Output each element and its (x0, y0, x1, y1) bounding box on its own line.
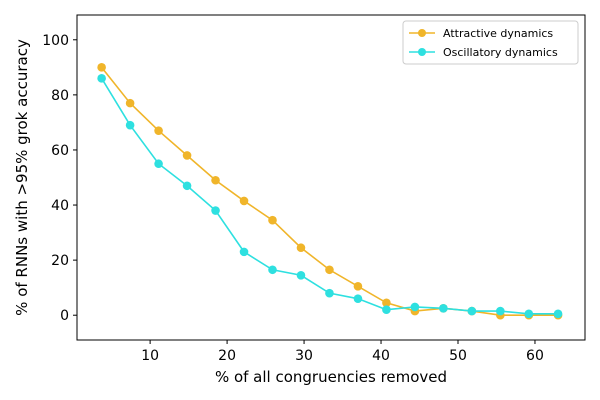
data-point (296, 243, 306, 253)
legend-label: Attractive dynamics (443, 27, 553, 40)
data-point (410, 302, 420, 312)
series-oscillatory (97, 74, 563, 319)
x-tick-label: 30 (295, 348, 313, 364)
data-point (97, 63, 106, 72)
data-point (239, 247, 249, 257)
legend-label: Oscillatory dynamics (443, 46, 558, 59)
x-tick-label: 60 (526, 348, 544, 364)
data-point (496, 306, 505, 316)
data-point (125, 98, 135, 108)
data-point (439, 304, 448, 313)
data-point (268, 215, 277, 225)
data-point (553, 309, 563, 319)
x-axis-label: % of all congruencies removed (215, 368, 447, 386)
data-point (382, 298, 391, 308)
x-tick-label: 50 (449, 348, 467, 364)
data-point (97, 74, 106, 83)
data-point (182, 151, 192, 160)
data-point (211, 206, 220, 215)
legend-item: Oscillatory dynamics (409, 46, 558, 59)
data-point (211, 175, 220, 185)
y-axis-label: % of RNNs with >95% grok accuracy (13, 39, 31, 316)
legend-item: Attractive dynamics (409, 27, 553, 40)
y-tick-label: 80 (51, 88, 69, 104)
data-point (154, 126, 163, 135)
data-point (325, 288, 334, 298)
data-point (382, 305, 391, 315)
y-axis: 0 20 40 60 80 100 (42, 33, 77, 324)
data-point (296, 270, 306, 280)
legend-box (402, 20, 579, 65)
data-point (524, 309, 534, 319)
data-point (125, 120, 135, 130)
data-point (154, 159, 163, 169)
data-point (268, 265, 277, 275)
x-tick-label: 40 (372, 348, 390, 364)
data-point (353, 281, 363, 291)
x-tick-label: 10 (141, 348, 159, 364)
x-axis: 10 20 30 40 50 60 (141, 340, 544, 364)
data-point (353, 294, 363, 303)
y-tick-label: 100 (42, 33, 69, 49)
series-layer (97, 63, 563, 320)
legend-marker (418, 48, 426, 56)
x-tick-label: 20 (218, 348, 236, 364)
series-attractive (97, 63, 563, 320)
series-line (100, 77, 559, 315)
data-point (325, 265, 334, 275)
y-tick-label: 20 (51, 253, 69, 269)
plot-frame (76, 14, 586, 341)
series-line (101, 66, 559, 317)
data-point (239, 196, 249, 206)
data-point (182, 181, 192, 191)
y-tick-label: 60 (51, 143, 69, 159)
y-tick-label: 0 (60, 308, 69, 324)
data-point (467, 306, 477, 316)
legend-marker (418, 29, 426, 37)
legend: Attractive dynamics Oscillatory dynamics (402, 20, 579, 65)
y-tick-label: 40 (51, 198, 69, 214)
